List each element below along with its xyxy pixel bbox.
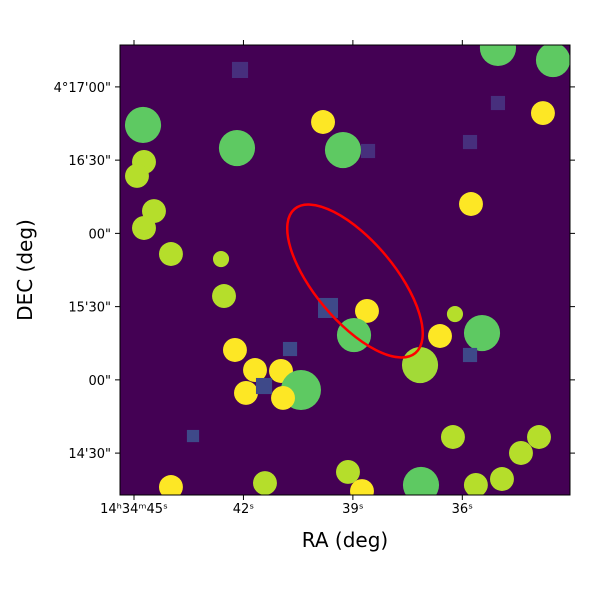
- y-tick-label: 14'30": [68, 447, 111, 462]
- source: [158, 475, 183, 495]
- source: [222, 338, 247, 362]
- source: [271, 386, 295, 410]
- source: [231, 61, 249, 79]
- source: [282, 341, 298, 357]
- image-layer: [124, 45, 570, 495]
- source: [212, 284, 236, 308]
- source: [462, 134, 478, 150]
- source: [463, 314, 501, 352]
- source: [324, 131, 362, 169]
- source: [132, 216, 156, 240]
- source: [440, 425, 465, 449]
- source: [402, 466, 440, 495]
- x-axis-label: RA (deg): [302, 528, 388, 552]
- x-tick-label: 14ʰ34ᵐ45ˢ: [100, 502, 168, 517]
- y-tick-label: 00": [88, 374, 111, 389]
- source: [490, 467, 514, 491]
- plot-frame: [119, 44, 571, 496]
- source: [212, 250, 230, 268]
- x-tick-label: 39ˢ: [342, 502, 364, 517]
- y-tick-label: 4°17'00": [54, 81, 111, 96]
- source: [234, 380, 258, 405]
- source: [243, 358, 267, 382]
- source: [459, 192, 483, 216]
- source: [490, 95, 506, 111]
- source: [125, 163, 149, 188]
- source: [355, 298, 379, 323]
- source: [462, 347, 478, 363]
- y-axis-label: DEC (deg): [13, 219, 37, 321]
- source: [401, 346, 439, 384]
- source: [530, 101, 555, 125]
- source: [124, 106, 162, 144]
- source: [311, 110, 335, 134]
- source: [318, 297, 339, 318]
- y-tick-label: 16'30": [68, 154, 111, 169]
- source: [218, 129, 256, 167]
- region-ellipse: [285, 203, 424, 359]
- image-background: [120, 45, 570, 495]
- x-tick-label: 42ˢ: [233, 502, 255, 517]
- source: [360, 143, 376, 159]
- source: [535, 45, 570, 78]
- source: [186, 429, 200, 443]
- source: [428, 324, 452, 348]
- source: [255, 377, 273, 395]
- source: [463, 473, 488, 495]
- source: [158, 242, 183, 266]
- source: [509, 441, 533, 465]
- source: [350, 479, 374, 495]
- x-tick-label: 36ˢ: [452, 502, 474, 517]
- source: [253, 471, 277, 495]
- y-tick-label: 00": [88, 227, 111, 242]
- source: [446, 305, 464, 323]
- source: [479, 45, 517, 67]
- y-tick-label: 15'30": [68, 301, 111, 316]
- source: [336, 460, 360, 484]
- source: [527, 425, 551, 449]
